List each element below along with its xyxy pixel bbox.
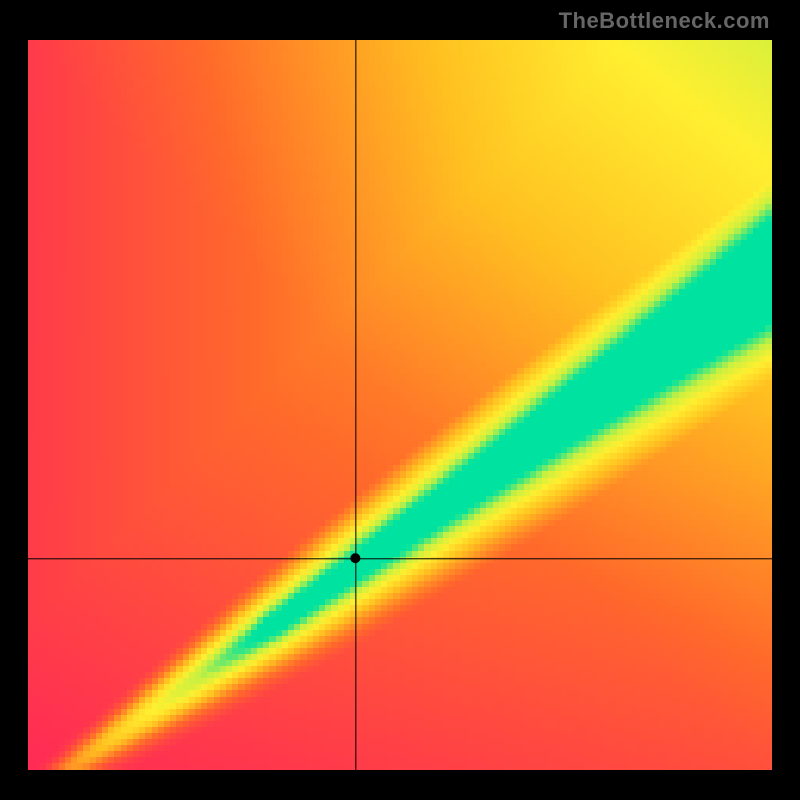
plot-area: [28, 40, 772, 770]
chart-container: TheBottleneck.com: [0, 0, 800, 800]
attribution-label: TheBottleneck.com: [559, 8, 770, 34]
heatmap-canvas: [28, 40, 772, 770]
